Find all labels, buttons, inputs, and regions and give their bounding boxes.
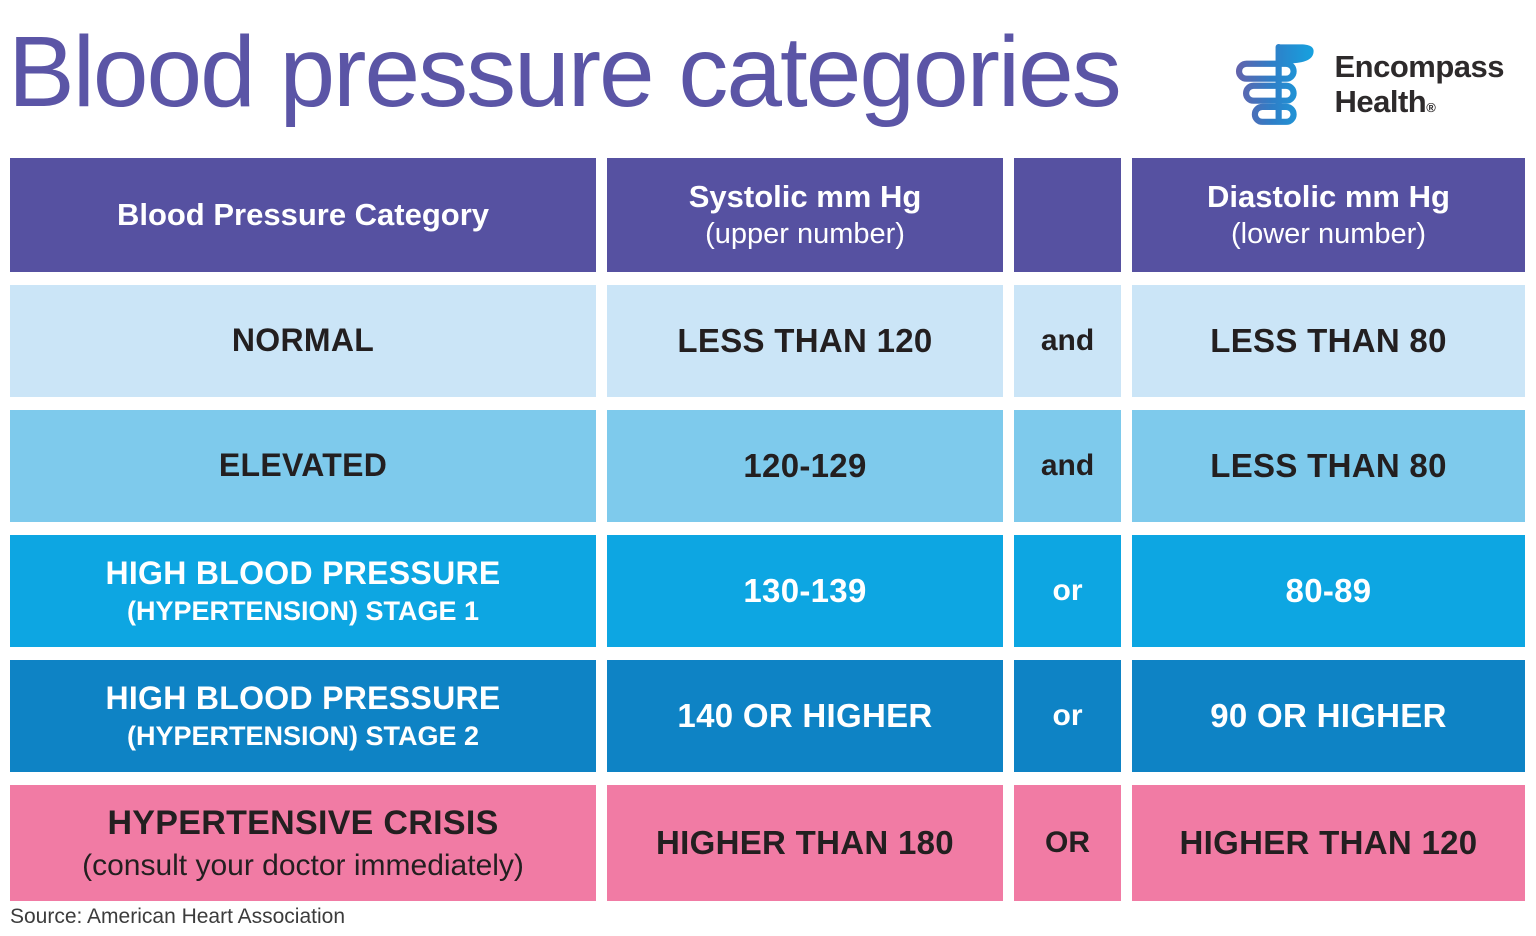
- encompass-health-logo: Encompass Health®: [1232, 40, 1504, 128]
- header-category-label: Blood Pressure Category: [116, 196, 490, 232]
- row-crisis-category: HYPERTENSIVE CRISIS (consult your doctor…: [10, 785, 596, 901]
- header-systolic: Systolic mm Hg (upper number): [607, 158, 1003, 272]
- row-stage2-category: HIGH BLOOD PRESSURE (HYPERTENSION) STAGE…: [10, 660, 596, 772]
- source-note: Source: American Heart Association: [10, 905, 345, 928]
- row-elevated-systolic: 120-129: [607, 410, 1003, 522]
- row-elevated-connector: and: [1014, 410, 1121, 522]
- row-stage2-systolic: 140 OR HIGHER: [607, 660, 1003, 772]
- row-normal-diastolic: LESS THAN 80: [1132, 285, 1525, 397]
- category-sublabel: (HYPERTENSION) STAGE 2: [126, 721, 480, 752]
- row-normal-category: NORMAL: [10, 285, 596, 397]
- header-systolic-label: Systolic mm Hg: [688, 178, 922, 214]
- registered-mark: ®: [1426, 100, 1436, 115]
- category-label: NORMAL: [231, 322, 375, 359]
- header-category: Blood Pressure Category: [10, 158, 596, 272]
- header-diastolic-sublabel: (lower number): [1231, 218, 1426, 251]
- row-normal-systolic: LESS THAN 120: [607, 285, 1003, 397]
- header-systolic-sublabel: (upper number): [705, 218, 905, 251]
- row-stage2-diastolic: 90 OR HIGHER: [1132, 660, 1525, 772]
- row-normal-connector: and: [1014, 285, 1121, 397]
- header-diastolic-label: Diastolic mm Hg: [1207, 178, 1450, 214]
- page-title: Blood pressure categories: [8, 16, 1122, 128]
- row-crisis-systolic: HIGHER THAN 180: [607, 785, 1003, 901]
- category-sublabel: (HYPERTENSION) STAGE 1: [126, 596, 480, 627]
- logo-wordmark: Encompass Health®: [1334, 49, 1504, 119]
- encompass-health-logo-icon: [1236, 43, 1315, 125]
- row-elevated-diastolic: LESS THAN 80: [1132, 410, 1525, 522]
- row-crisis-connector: OR: [1014, 785, 1121, 901]
- category-label: ELEVATED: [218, 447, 388, 484]
- logo-line2: Health®: [1334, 84, 1436, 119]
- header-diastolic: Diastolic mm Hg (lower number): [1132, 158, 1525, 272]
- row-stage1-diastolic: 80-89: [1132, 535, 1525, 647]
- category-label: HIGH BLOOD PRESSURE: [105, 679, 501, 716]
- row-stage1-systolic: 130-139: [607, 535, 1003, 647]
- category-sublabel: (consult your doctor immediately): [82, 848, 524, 882]
- logo-line1: Encompass: [1334, 48, 1504, 84]
- row-elevated-category: ELEVATED: [10, 410, 596, 522]
- bp-categories-table: Blood Pressure Category Systolic mm Hg (…: [10, 158, 1526, 901]
- category-label: HYPERTENSIVE CRISIS: [107, 804, 499, 843]
- header-connector: [1014, 158, 1121, 272]
- category-label: HIGH BLOOD PRESSURE: [105, 554, 501, 591]
- row-stage1-connector: or: [1014, 535, 1121, 647]
- row-crisis-diastolic: HIGHER THAN 120: [1132, 785, 1525, 901]
- row-stage2-connector: or: [1014, 660, 1121, 772]
- row-stage1-category: HIGH BLOOD PRESSURE (HYPERTENSION) STAGE…: [10, 535, 596, 647]
